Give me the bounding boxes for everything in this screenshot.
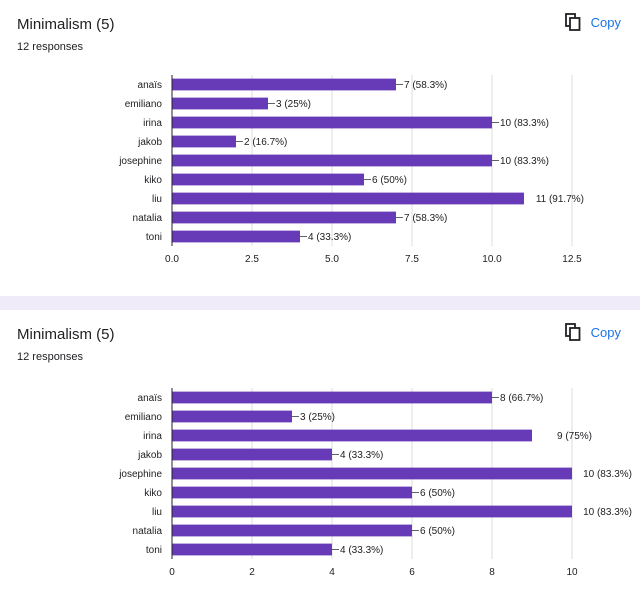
category-label: liu xyxy=(152,194,162,205)
x-tick-label: 2.5 xyxy=(245,254,259,265)
bar xyxy=(172,524,412,537)
copy-icon xyxy=(564,13,581,31)
x-tick-label: 0 xyxy=(169,567,175,578)
bar xyxy=(172,230,300,243)
data-label: 3 (25%) xyxy=(276,99,311,110)
bar xyxy=(172,505,572,518)
bar xyxy=(172,391,492,404)
category-label: josephine xyxy=(118,469,162,480)
category-label: toni xyxy=(146,545,162,556)
bar xyxy=(172,410,292,423)
category-label: irina xyxy=(143,431,162,442)
category-label: emiliano xyxy=(125,99,163,110)
data-label: 11 (91.7%) xyxy=(536,194,584,205)
copy-button[interactable]: Copy xyxy=(564,323,621,341)
bar-chart: anaïs 7 (58.3%) emiliano 3 (25%) irina 10 (83… xyxy=(118,75,584,265)
bar-chart: anaïs 8 (66.7%) emiliano 3 (25%) irina 9 (75%… xyxy=(118,388,632,578)
data-label: 2 (16.7%) xyxy=(244,137,287,148)
bar xyxy=(172,192,524,205)
data-label: 6 (50%) xyxy=(372,175,407,186)
data-label: 3 (25%) xyxy=(300,412,335,423)
bar xyxy=(172,78,396,91)
category-label: liu xyxy=(152,507,162,518)
x-tick-label: 4 xyxy=(329,567,335,578)
response-count: 12 responses xyxy=(17,351,84,363)
bar xyxy=(172,135,236,148)
x-tick-label: 10.0 xyxy=(482,254,502,265)
bar xyxy=(172,467,572,480)
category-label: kiko xyxy=(144,175,162,186)
x-tick-label: 7.5 xyxy=(405,254,419,265)
x-tick-label: 0.0 xyxy=(165,254,179,265)
x-tick-label: 2 xyxy=(249,567,255,578)
category-label: josephine xyxy=(118,156,162,167)
bar xyxy=(172,448,332,461)
question-title: Minimalism (5) xyxy=(17,326,115,343)
data-label: 4 (33.3%) xyxy=(340,450,383,461)
x-tick-label: 5.0 xyxy=(325,254,339,265)
x-tick-label: 12.5 xyxy=(562,254,582,265)
bar xyxy=(172,116,492,129)
x-tick-label: 6 xyxy=(409,567,415,578)
category-label: toni xyxy=(146,232,162,243)
data-label: 10 (83.3%) xyxy=(583,469,632,480)
category-label: emiliano xyxy=(125,412,163,423)
bar xyxy=(172,173,364,186)
category-label: irina xyxy=(143,118,162,129)
question-title: Minimalism (5) xyxy=(17,16,115,33)
data-label: 10 (83.3%) xyxy=(583,507,632,518)
data-label: 7 (58.3%) xyxy=(404,213,447,224)
data-label: 4 (33.3%) xyxy=(340,545,383,556)
copy-button[interactable]: Copy xyxy=(564,13,621,31)
copy-label: Copy xyxy=(590,14,621,30)
category-label: jakob xyxy=(137,137,162,148)
x-tick-label: 8 xyxy=(489,567,495,578)
x-tick-label: 10 xyxy=(566,567,578,578)
data-label: 7 (58.3%) xyxy=(404,80,447,91)
category-label: natalia xyxy=(133,526,163,537)
category-label: natalia xyxy=(133,213,163,224)
bar xyxy=(172,97,268,110)
bar xyxy=(172,154,492,167)
category-label: anaïs xyxy=(138,393,162,404)
category-label: jakob xyxy=(137,450,162,461)
bar xyxy=(172,211,396,224)
data-label: 4 (33.3%) xyxy=(308,232,351,243)
question-card: Minimalism (5) 12 responses Copy anaïs 8 … xyxy=(0,310,640,598)
response-count: 12 responses xyxy=(17,41,84,53)
bar xyxy=(172,543,332,556)
copy-icon xyxy=(564,323,581,341)
data-label: 10 (83.3%) xyxy=(500,118,549,129)
data-label: 8 (66.7%) xyxy=(500,393,543,404)
bar xyxy=(172,486,412,499)
data-label: 6 (50%) xyxy=(420,488,455,499)
data-label: 9 (75%) xyxy=(557,431,592,442)
bar xyxy=(172,429,532,442)
category-label: anaïs xyxy=(138,80,162,91)
data-label: 6 (50%) xyxy=(420,526,455,537)
category-label: kiko xyxy=(144,488,162,499)
copy-label: Copy xyxy=(590,324,621,340)
question-card: Minimalism (5) 12 responses Copy anaïs 7 … xyxy=(0,0,640,296)
data-label: 10 (83.3%) xyxy=(500,156,549,167)
